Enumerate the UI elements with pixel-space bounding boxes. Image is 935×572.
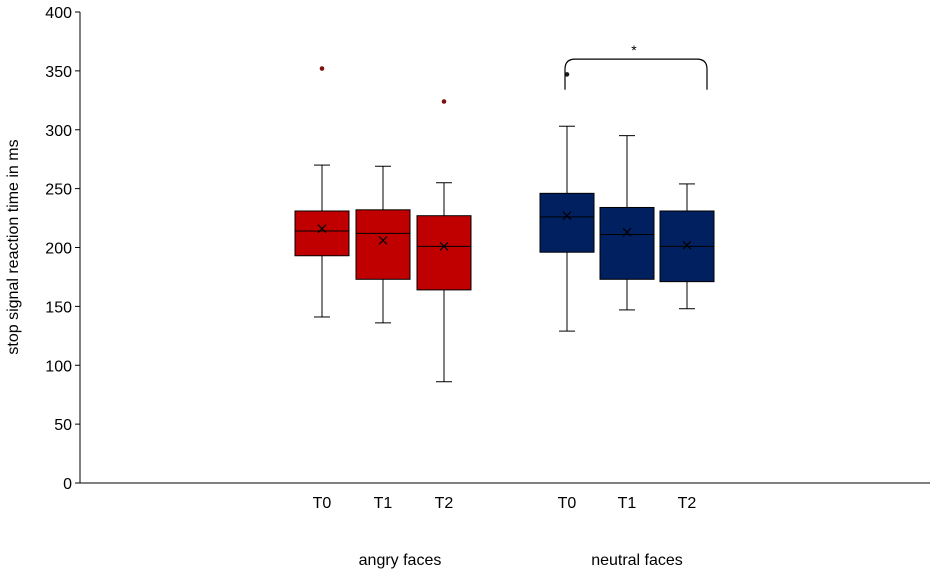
y-axis-label: stop signal reaction time in ms — [5, 139, 22, 354]
box — [539, 192, 595, 253]
box — [599, 206, 655, 280]
y-tick-label: 50 — [54, 417, 72, 434]
significance-marker: * — [631, 42, 637, 58]
group-label: neutral faces — [591, 552, 683, 569]
mean-marker — [562, 211, 572, 221]
plot-area: 0 50 100 150 200 250 300 350 400 T0 T1 T2 angry face… — [45, 5, 930, 569]
mean-marker — [378, 236, 388, 245]
x-tick-label: T0 — [313, 495, 332, 512]
x-tick-label: T2 — [435, 495, 454, 512]
y-tick-label: 0 — [63, 476, 72, 493]
y-tick-label: 400 — [45, 5, 72, 22]
y-tick-label: 250 — [45, 182, 72, 199]
y-tick-label: 100 — [45, 358, 72, 375]
mean-marker — [439, 241, 449, 251]
box — [416, 215, 472, 291]
y-tick-label: 350 — [45, 64, 72, 81]
mean-marker — [622, 227, 632, 237]
outlier-point — [319, 66, 325, 71]
outlier-point — [564, 72, 570, 77]
x-tick-label: T2 — [678, 495, 697, 512]
box — [294, 210, 350, 257]
x-tick-label: T0 — [558, 495, 577, 512]
y-tick-label: 200 — [45, 241, 72, 258]
mean-marker — [682, 240, 692, 250]
significance-bracket — [564, 58, 708, 90]
y-tick-label: 150 — [45, 299, 72, 316]
y-tick-label: 300 — [45, 123, 72, 140]
x-tick-label: T1 — [374, 495, 393, 512]
mean-marker — [317, 224, 327, 234]
box — [355, 209, 411, 280]
group-label: angry faces — [359, 552, 442, 569]
outlier-point — [441, 99, 447, 104]
x-tick-label: T1 — [618, 495, 637, 512]
